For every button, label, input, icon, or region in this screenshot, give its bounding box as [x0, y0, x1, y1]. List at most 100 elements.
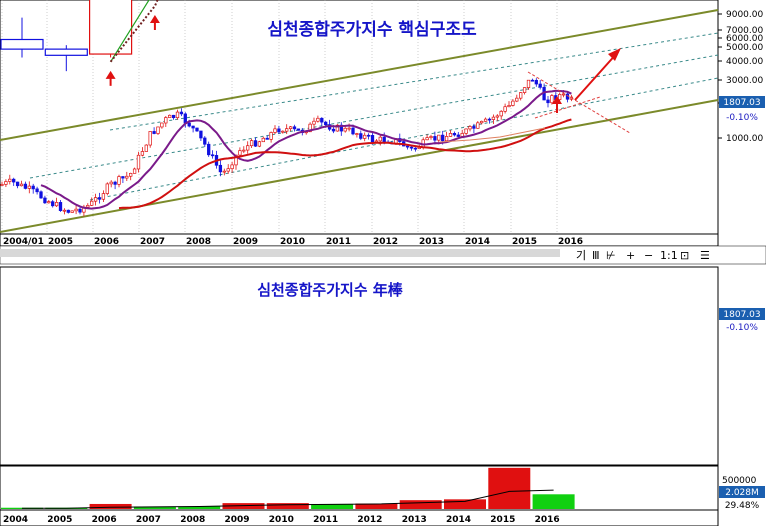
cursor-icon[interactable]: 기 [576, 249, 586, 262]
monthly-candle-body [495, 115, 499, 118]
monthly-candle-body [277, 128, 281, 133]
forecast-arrow-line [574, 51, 619, 101]
bottom-x-tick-label: 2008 [180, 515, 205, 525]
monthly-candle-body [526, 79, 531, 88]
top-x-tick-label: 2013 [419, 237, 444, 247]
monthly-candle-body [249, 140, 254, 147]
trend-icon[interactable]: ⊬ [606, 249, 616, 262]
scrollbar-track[interactable] [0, 249, 560, 257]
bottom-x-tick-label: 2011 [313, 515, 338, 525]
monthly-candle-body [316, 117, 320, 122]
middle-panel[interactable]: 심천종합주가지수 年棒 3000.002500.002000.001000.00… [0, 0, 765, 466]
monthly-candle-body [530, 79, 535, 82]
volume-panel[interactable]: 500000 2.028M 29.48% [0, 465, 765, 511]
zoom-in-icon[interactable]: − [644, 249, 653, 262]
monthly-candle-body [121, 176, 125, 179]
monthly-candle-body [444, 136, 449, 142]
middle-chart-title: 심천종합주가지수 年棒 [257, 281, 404, 299]
monthly-candle-body [117, 176, 121, 185]
monthly-candle-body [35, 188, 39, 193]
monthly-candle-body [452, 133, 457, 136]
monthly-candle-body [218, 164, 223, 173]
volume-bar [399, 500, 442, 509]
top-y-tick-label: 4000.00 [726, 57, 763, 67]
top-panel[interactable]: 심천종합주가지수 핵심구조도 9000.00 7000.006000.005000… [0, 0, 766, 265]
middle-last-price-box [719, 308, 765, 320]
monthly-candle-body [58, 202, 63, 211]
monthly-candle-body [483, 118, 488, 122]
monthly-candle-body [222, 170, 226, 173]
volume-y-tick: 500000 [722, 476, 757, 486]
volume-pct: 29.48% [725, 501, 760, 511]
monthly-candle-body [324, 121, 328, 126]
ratio-icon[interactable]: 1:1 [660, 249, 678, 262]
monthly-candle-body [281, 130, 285, 133]
monthly-candle-body [519, 92, 523, 99]
monthly-candle-body [144, 144, 148, 152]
monthly-candle-body [335, 124, 340, 132]
monthly-candle-body [265, 137, 269, 140]
bottom-x-tick-label: 2009 [225, 515, 250, 525]
monthly-candle-body [129, 173, 133, 177]
monthly-candle-body [269, 132, 273, 140]
monthly-candle-body [409, 146, 414, 149]
monthly-candle-body [210, 154, 215, 157]
monthly-candle-body [437, 134, 441, 141]
middle-last-price: 1807.03 [723, 310, 760, 320]
bottom-x-tick-label: 2012 [357, 515, 382, 525]
monthly-candle-body [476, 122, 480, 129]
monthly-candle-body [468, 126, 472, 130]
top-last-price: 1807.03 [723, 98, 760, 108]
monthly-candle-body [499, 110, 503, 117]
monthly-candle-body [242, 149, 246, 152]
zoom-out-icon[interactable]: + [626, 249, 635, 262]
monthly-candle-body [187, 122, 191, 127]
monthly-candle-body [347, 127, 351, 130]
yearly-candle-body [88, 0, 133, 55]
monthly-candle-body [15, 181, 20, 187]
monthly-candle-body [62, 209, 67, 212]
channel-mid-line-1 [29, 54, 719, 179]
bottom-x-tick-label: 2006 [92, 515, 117, 525]
window-icon[interactable]: ⊡ [680, 249, 689, 262]
monthly-candle-body [374, 140, 379, 143]
monthly-candle-body [320, 117, 324, 123]
bottom-x-tick-label: 2010 [269, 515, 294, 525]
monthly-candle-body [487, 118, 492, 121]
support-dashed-line [534, 96, 601, 119]
volume-bar [311, 503, 354, 509]
monthly-candle-body [405, 145, 410, 148]
volume-average-line [22, 489, 554, 509]
monthly-candle-body [355, 133, 359, 135]
middle-plot-area[interactable] [0, 266, 719, 466]
monthly-candle-body [429, 136, 433, 138]
volume-bar [355, 503, 398, 509]
monthly-candle-body [550, 95, 554, 104]
monthly-candle-body [51, 201, 55, 207]
bottom-x-tick-label: 2013 [402, 515, 427, 525]
monthly-candle-body [363, 134, 367, 139]
monthly-candle-body [152, 131, 156, 134]
monthly-candle-body [168, 114, 172, 118]
monthly-candle-body [238, 150, 242, 156]
monthly-candle-body [23, 183, 28, 189]
volume-plot-area[interactable] [0, 465, 719, 511]
top-y-tick-label: 1000.00 [726, 134, 763, 144]
top-chart-title: 심천종합주가지수 핵심구조도 [267, 19, 477, 40]
chart-type-icon[interactable]: Ⅲ [592, 249, 600, 262]
monthly-candle-body [8, 178, 12, 182]
monthly-candle-body [366, 134, 371, 137]
monthly-candle-body [456, 134, 460, 137]
monthly-candle-body [261, 137, 265, 143]
monthly-candle-body [441, 134, 445, 142]
monthly-candle-body [312, 120, 316, 125]
yearly-candle-body [0, 38, 44, 50]
bottom-x-axis: 2004 2005 2006 2007 2008 2009 2010 2011 2012 2013… [3, 515, 560, 525]
monthly-candle-body [448, 133, 453, 137]
menu-icon[interactable]: ☰ [700, 249, 710, 262]
toolbar-icons: 기 Ⅲ ⊬ + −1:1 ⊡ ☰ [576, 249, 710, 262]
volume-bar [133, 506, 176, 509]
monthly-candle-body [207, 143, 211, 156]
